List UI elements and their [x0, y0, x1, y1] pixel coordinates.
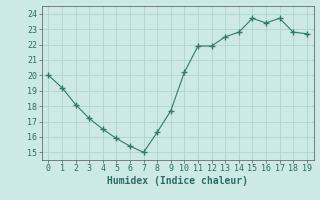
X-axis label: Humidex (Indice chaleur): Humidex (Indice chaleur) [107, 176, 248, 186]
